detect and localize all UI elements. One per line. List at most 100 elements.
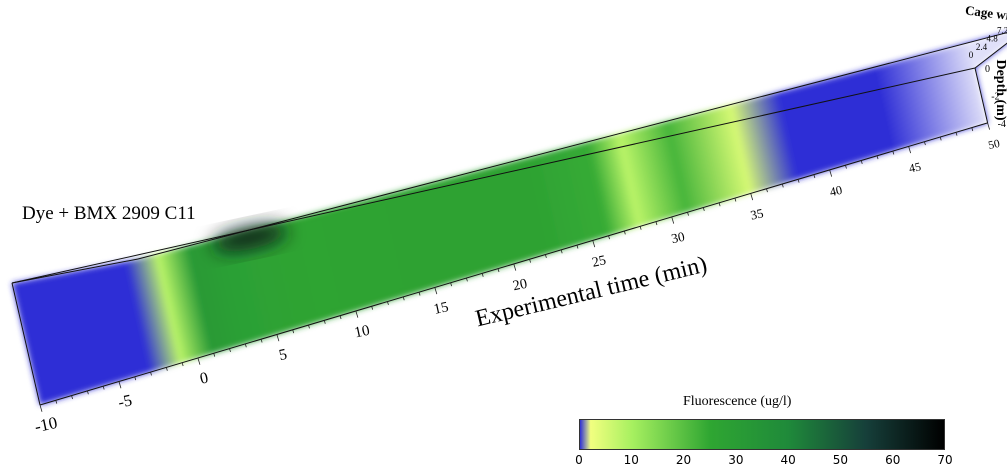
time-tick <box>750 193 754 201</box>
time-tick <box>702 207 705 211</box>
time-tick-label: 45 <box>908 159 923 175</box>
time-tick <box>639 226 642 230</box>
time-tick-label: 15 <box>432 299 450 318</box>
time-tick <box>118 381 122 389</box>
fluorescence-volume <box>12 32 1007 405</box>
time-tick <box>150 371 152 376</box>
time-tick <box>450 282 453 287</box>
depth-axis-ticks: 0 -2 -4 <box>985 64 1006 130</box>
width-tick-label: 4.8 <box>986 34 998 44</box>
time-tick <box>55 400 58 404</box>
time-tick <box>529 259 531 263</box>
time-tick <box>655 221 658 226</box>
time-tick <box>576 245 579 249</box>
time-tick <box>671 216 675 224</box>
time-tick <box>860 160 863 164</box>
time-tick-label: 50 <box>987 138 1001 152</box>
time-tick <box>387 301 389 306</box>
edge-back-top <box>137 32 1007 260</box>
time-tick <box>608 235 610 240</box>
time-tick <box>244 343 247 348</box>
time-tick <box>718 202 721 207</box>
time-tick <box>323 320 326 324</box>
width-tick-label: 7.2 <box>997 26 1007 36</box>
edge-top-left <box>11 258 139 284</box>
time-tick <box>513 263 517 271</box>
time-tick <box>845 165 847 169</box>
time-tick <box>481 273 484 277</box>
time-tick <box>134 376 137 381</box>
edge-top-right <box>974 42 1007 69</box>
time-tick <box>181 362 184 367</box>
edge-front-top <box>11 67 976 284</box>
time-tick <box>829 169 833 177</box>
time-tick-label: 20 <box>511 276 528 295</box>
colorbar <box>579 419 945 450</box>
time-tick <box>766 188 768 193</box>
time-tick <box>987 122 990 130</box>
time-tick <box>339 315 342 320</box>
colorbar-tick-label: 60 <box>885 453 901 467</box>
time-tick <box>560 249 563 254</box>
time-tick <box>86 390 89 395</box>
time-tick <box>434 287 438 295</box>
time-tick-label: 25 <box>591 252 608 270</box>
time-tick <box>197 357 201 365</box>
depth-tick-label: 0 <box>985 64 990 75</box>
colorbar-tick-label: 70 <box>937 453 953 467</box>
time-tick-label: 10 <box>353 322 372 342</box>
time-tick <box>908 146 912 154</box>
time-tick <box>971 127 974 132</box>
time-tick <box>402 296 405 301</box>
time-tick <box>497 268 500 273</box>
time-tick <box>308 324 310 329</box>
time-tick-label: 40 <box>828 183 843 199</box>
time-tick <box>355 310 359 318</box>
time-tick <box>545 254 547 259</box>
time-tick <box>592 240 596 248</box>
time-tick <box>623 230 626 235</box>
time-tick <box>813 174 816 179</box>
time-tick <box>371 306 374 310</box>
time-tick <box>102 386 105 390</box>
time-tick <box>229 348 231 353</box>
time-tick <box>260 339 263 343</box>
time-tick-label: 5 <box>277 346 288 364</box>
time-tick <box>418 292 421 296</box>
time-tick <box>892 150 895 155</box>
time-tick-label: -10 <box>33 413 59 436</box>
width-axis-ticks: 129.67.24.82.40 <box>969 26 1007 60</box>
time-tick <box>924 141 926 146</box>
colorbar-tick-label: 40 <box>780 453 796 467</box>
width-tick-label: 2.4 <box>976 42 988 52</box>
colorbar-tick-label: 20 <box>675 453 692 467</box>
colorbar-tick-label: 30 <box>728 453 744 467</box>
depth-tick-label: -4 <box>998 119 1006 130</box>
series-annotation: Dye + BMX 2909 C11 <box>22 203 196 224</box>
time-axis-ticks: -10 -5 0 5 10 15 20 25 30 35 40 45 50 <box>33 122 1001 436</box>
time-tick <box>797 179 800 183</box>
time-tick <box>71 395 73 400</box>
depth-tick-label: -2 <box>991 91 999 102</box>
depth-axis-title: Depth (m) <box>993 59 1007 120</box>
colorbar-title: Fluorescence (ug/l) <box>683 394 792 409</box>
time-tick <box>955 132 958 136</box>
time-tick <box>292 329 295 334</box>
time-tick <box>876 155 879 160</box>
time-tick <box>781 183 784 188</box>
volume-fade <box>12 32 1007 405</box>
time-tick-label: 30 <box>670 229 686 247</box>
colorbar-tick-label: 50 <box>832 453 849 467</box>
time-tick-label: -5 <box>116 390 133 411</box>
width-tick-label: 0 <box>969 50 974 60</box>
edge-front-left <box>11 282 41 406</box>
time-tick <box>213 353 216 357</box>
colorbar-tick-label: 10 <box>623 453 639 467</box>
time-tick <box>939 136 942 141</box>
time-tick <box>165 367 168 371</box>
time-tick <box>734 198 737 202</box>
time-tick <box>687 212 689 216</box>
colorbar-tick-label: 0 <box>575 453 583 467</box>
